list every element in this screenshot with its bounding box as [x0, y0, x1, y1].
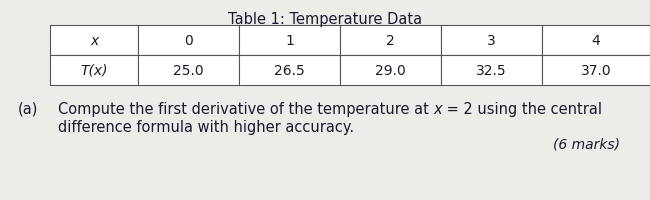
Bar: [542, 56, 650, 86]
Text: 29.0: 29.0: [375, 64, 406, 78]
Text: 0: 0: [184, 34, 193, 48]
Bar: [340, 26, 441, 56]
Text: 25.0: 25.0: [173, 64, 204, 78]
Text: x: x: [434, 101, 442, 116]
Text: 4: 4: [592, 34, 601, 48]
Bar: [542, 26, 650, 56]
Text: (6 marks): (6 marks): [553, 137, 620, 151]
Bar: [340, 56, 441, 86]
Bar: [239, 26, 340, 56]
Text: 32.5: 32.5: [476, 64, 507, 78]
Text: (a): (a): [18, 101, 38, 116]
Bar: [50, 26, 138, 56]
Bar: [239, 56, 340, 86]
Text: 3: 3: [487, 34, 496, 48]
Text: difference formula with higher accuracy.: difference formula with higher accuracy.: [58, 119, 354, 134]
Text: 1: 1: [285, 34, 294, 48]
Text: x: x: [90, 34, 98, 48]
Text: 26.5: 26.5: [274, 64, 305, 78]
Text: = 2 using the central: = 2 using the central: [442, 101, 602, 116]
Bar: [138, 56, 239, 86]
Bar: [138, 26, 239, 56]
Text: 37.0: 37.0: [580, 64, 611, 78]
Text: T(x): T(x): [80, 64, 108, 78]
Bar: [441, 56, 542, 86]
Bar: [441, 26, 542, 56]
Text: Table 1: Temperature Data: Table 1: Temperature Data: [228, 12, 422, 27]
Text: Compute the first derivative of the temperature at: Compute the first derivative of the temp…: [58, 101, 434, 116]
Bar: [50, 56, 138, 86]
Text: 2: 2: [386, 34, 395, 48]
